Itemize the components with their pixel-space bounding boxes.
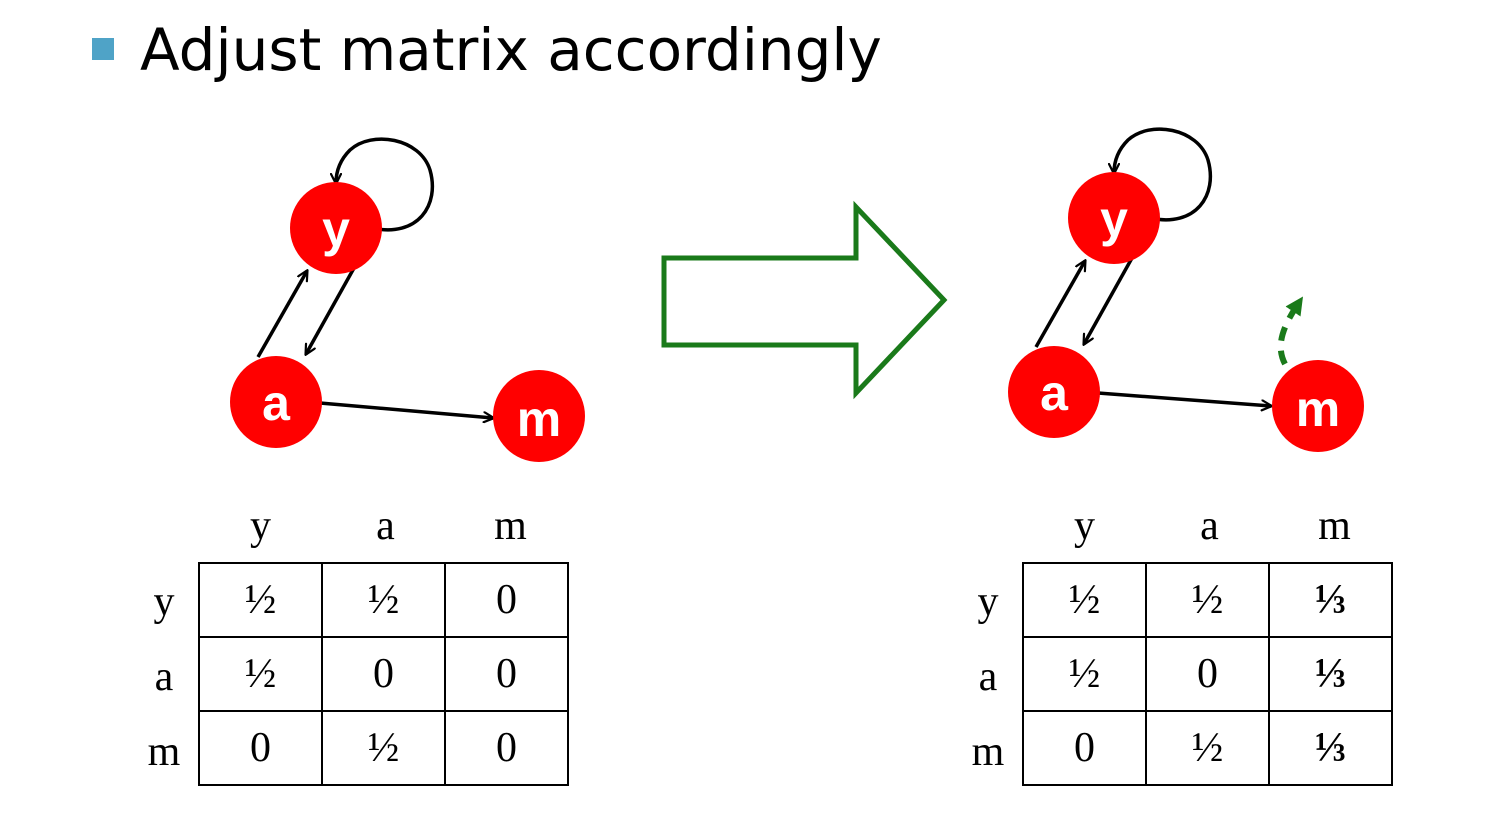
matrix-cell: 0 [444, 562, 569, 638]
left-edge-a-y [256, 271, 307, 358]
left-matrix-row-head: y [153, 579, 175, 625]
matrix-cell: ½ [1145, 562, 1270, 638]
right-matrix-row-head: a [978, 654, 998, 700]
left-edge-y-a [306, 267, 356, 354]
matrix-cell: ½ [321, 710, 446, 786]
left-node-y: y [290, 182, 382, 274]
left-graph: y a m [230, 137, 585, 462]
left-node-a-label: a [262, 375, 291, 431]
left-matrix-row-head: m [147, 729, 181, 775]
matrix-cell: ½ [1022, 636, 1147, 712]
slide-title: Adjust matrix accordingly [140, 16, 882, 84]
matrix-cell: 0 [198, 710, 323, 786]
matrix-cell: ½ [198, 636, 323, 712]
left-matrix-col-head: a [376, 503, 395, 549]
table-row: ½ 0 ⅓ [1022, 636, 1393, 712]
left-matrix-grid: ½ ½ 0 ½ 0 0 0 ½ 0 [198, 562, 569, 786]
left-matrix-col-head: y [250, 503, 271, 549]
right-node-m: m [1272, 360, 1364, 452]
right-node-y: y [1068, 172, 1160, 264]
matrix-cell: ½ [198, 562, 323, 638]
matrix-cell: 0 [1022, 710, 1147, 786]
left-node-a: a [230, 356, 322, 448]
left-edge-a-m [319, 401, 493, 418]
matrix-cell: 0 [1145, 636, 1270, 712]
right-node-a-label: a [1040, 365, 1069, 421]
table-row: ½ 0 0 [198, 636, 569, 712]
left-node-m-label: m [517, 391, 561, 447]
matrix-cell: ½ [321, 562, 446, 638]
right-graph: y a m [1008, 127, 1364, 452]
left-matrix-row-head: a [154, 654, 174, 700]
right-matrix-col-head: m [1318, 503, 1351, 549]
left-matrix: y a m y a m ½ ½ 0 ½ 0 0 0 ½ 0 [130, 496, 580, 796]
matrix-cell: 0 [321, 636, 446, 712]
matrix-cell: ⅓ [1268, 636, 1393, 712]
matrix-cell: 0 [444, 710, 569, 786]
right-node-y-label: y [1100, 191, 1128, 247]
table-row: ½ ½ 0 [198, 562, 569, 638]
table-row: 0 ½ ⅓ [1022, 710, 1393, 786]
left-node-m: m [493, 370, 585, 462]
matrix-cell: ⅓ [1268, 710, 1393, 786]
table-row: ½ ½ ⅓ [1022, 562, 1393, 638]
left-matrix-col-head: m [494, 503, 527, 549]
right-edge-y-y [1114, 127, 1213, 222]
right-matrix-row-head: m [971, 729, 1005, 775]
right-matrix-row-head: y [977, 579, 999, 625]
right-node-m-label: m [1296, 381, 1340, 437]
left-node-y-label: y [322, 201, 350, 257]
bullet-icon [92, 38, 114, 60]
matrix-cell: ½ [1145, 710, 1270, 786]
right-edge-a-m [1097, 391, 1271, 406]
right-edge-y-a [1084, 257, 1134, 344]
right-edge-m-teleport-dashed [1277, 296, 1303, 366]
matrix-cell: ½ [1022, 562, 1147, 638]
right-matrix-grid: ½ ½ ⅓ ½ 0 ⅓ 0 ½ ⅓ [1022, 562, 1393, 786]
right-node-a: a [1008, 346, 1100, 438]
right-matrix-col-head: y [1074, 503, 1095, 549]
table-row: 0 ½ 0 [198, 710, 569, 786]
right-matrix: y a m y a m ½ ½ ⅓ ½ 0 ⅓ 0 ½ ⅓ [954, 496, 1404, 796]
left-edge-y-y [336, 137, 435, 232]
matrix-cell: 0 [444, 636, 569, 712]
right-matrix-col-head: a [1200, 503, 1219, 549]
right-edge-a-y [1034, 261, 1085, 348]
matrix-cell: ⅓ [1268, 562, 1393, 638]
transform-arrow-icon [661, 200, 948, 400]
